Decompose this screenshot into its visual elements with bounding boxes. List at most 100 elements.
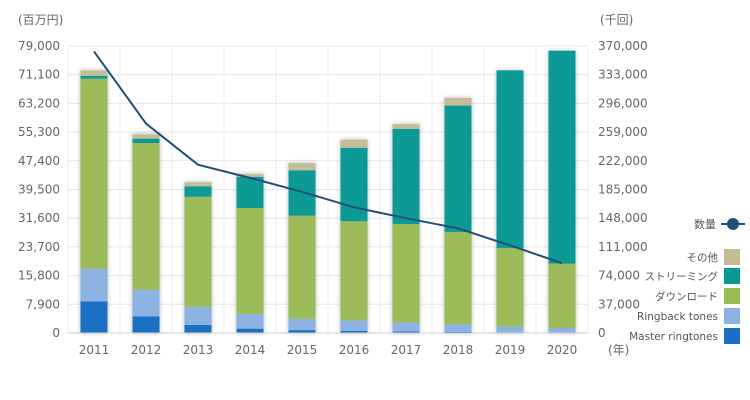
legend-swatch bbox=[724, 308, 740, 324]
right-tick-label: 0 bbox=[598, 326, 606, 340]
left-tick-label: 55,300 bbox=[18, 125, 60, 139]
left-tick-label: 39,500 bbox=[18, 183, 60, 197]
left-tick-label: 79,000 bbox=[18, 39, 60, 53]
bar-segment bbox=[288, 318, 316, 331]
x-tick-label: 2013 bbox=[183, 343, 214, 357]
bar-segment bbox=[80, 301, 108, 333]
bar-segment bbox=[392, 124, 420, 129]
legend-swatch bbox=[724, 288, 740, 304]
right-axis-unit: (千回) bbox=[600, 13, 633, 27]
bar-segment bbox=[392, 331, 420, 333]
bar-segment bbox=[288, 215, 316, 319]
left-tick-label: 23,700 bbox=[18, 240, 60, 254]
legend-item[interactable]: ダウンロード bbox=[655, 288, 740, 304]
x-tick-label: 2014 bbox=[235, 343, 266, 357]
legend-label: ストリーミング bbox=[645, 270, 719, 283]
legend-swatch bbox=[724, 328, 740, 344]
bar-segment bbox=[288, 162, 316, 171]
bar-stack bbox=[132, 134, 160, 333]
bar-segment bbox=[184, 196, 212, 307]
bar-segment bbox=[548, 263, 576, 328]
bar-segment bbox=[444, 324, 472, 332]
bar-segment bbox=[496, 70, 524, 248]
left-tick-label: 15,800 bbox=[18, 269, 60, 283]
bar-segment bbox=[444, 97, 472, 106]
bar-segment bbox=[444, 232, 472, 325]
left-tick-label: 71,100 bbox=[18, 68, 60, 82]
bar-segment bbox=[184, 182, 212, 187]
legend-item-quantity[interactable]: 数量 bbox=[694, 218, 745, 231]
bar-segment bbox=[288, 330, 316, 333]
bar-stack bbox=[80, 70, 108, 333]
legend-swatch bbox=[724, 249, 740, 265]
bar-segment bbox=[288, 170, 316, 216]
right-tick-label: 259,000 bbox=[598, 125, 648, 139]
right-tick-label: 222,000 bbox=[598, 154, 648, 168]
right-tick-label: 111,000 bbox=[598, 240, 648, 254]
bar-segment bbox=[184, 325, 212, 333]
bar-segment bbox=[132, 138, 160, 143]
legend-label: ダウンロード bbox=[655, 290, 718, 303]
bar-stack bbox=[496, 70, 524, 333]
bars bbox=[80, 50, 576, 333]
bar-segment bbox=[340, 139, 368, 148]
bar-segment bbox=[496, 247, 524, 327]
right-tick-label: 148,000 bbox=[598, 211, 648, 225]
legend-label: Master ringtones bbox=[629, 331, 718, 343]
bar-segment bbox=[548, 50, 576, 264]
right-tick-label: 74,000 bbox=[598, 269, 640, 283]
bar-segment bbox=[444, 105, 472, 233]
bar-segment bbox=[132, 134, 160, 139]
x-tick-label: 2017 bbox=[391, 343, 422, 357]
x-tick-label: 2012 bbox=[131, 343, 162, 357]
bar-segment bbox=[80, 268, 108, 302]
x-tick-label: 2018 bbox=[443, 343, 474, 357]
bar-segment bbox=[548, 327, 576, 333]
bar-segment bbox=[340, 221, 368, 321]
x-tick-label: 2016 bbox=[339, 343, 370, 357]
bar-segment bbox=[340, 330, 368, 333]
bar-segment bbox=[132, 142, 160, 290]
bar-segment bbox=[80, 70, 108, 76]
right-tick-label: 370,000 bbox=[598, 39, 648, 53]
bar-segment bbox=[132, 289, 160, 317]
legend-label: 数量 bbox=[694, 218, 716, 231]
bar-segment bbox=[236, 314, 264, 329]
legend-item[interactable]: その他 bbox=[687, 249, 741, 265]
bar-segment bbox=[80, 78, 108, 269]
bar-stack bbox=[184, 182, 212, 333]
bar-segment bbox=[132, 316, 160, 333]
bar-stack bbox=[236, 173, 264, 333]
legend-item[interactable]: ストリーミング bbox=[645, 268, 741, 284]
legend-item[interactable]: Master ringtones bbox=[629, 328, 740, 344]
left-tick-label: 63,200 bbox=[18, 96, 60, 110]
legend-swatch bbox=[724, 268, 740, 284]
left-axis-unit: (百万円) bbox=[18, 13, 63, 27]
legend-label: Ringback tones bbox=[637, 311, 718, 323]
bar-segment bbox=[80, 75, 108, 79]
bar-segment bbox=[392, 224, 420, 323]
quantity-line bbox=[93, 50, 563, 265]
bar-stack bbox=[444, 97, 472, 333]
x-axis-unit: (年) bbox=[608, 343, 629, 357]
legend-marker-swatch bbox=[727, 218, 739, 230]
bar-segment bbox=[340, 320, 368, 331]
bar-segment bbox=[392, 322, 420, 332]
x-tick-label: 2015 bbox=[287, 343, 318, 357]
legend-item[interactable]: Ringback tones bbox=[637, 308, 740, 324]
x-tick-label: 2019 bbox=[495, 343, 526, 357]
left-tick-label: 0 bbox=[52, 326, 60, 340]
left-tick-label: 31,600 bbox=[18, 211, 60, 225]
bar-segment bbox=[184, 306, 212, 326]
legend-label: その他 bbox=[687, 251, 719, 264]
x-tick-label: 2011 bbox=[79, 343, 110, 357]
bar-stack bbox=[340, 139, 368, 333]
axes: 0 0 7,900 37,000 15,800 74,000 23,700 111,000 31… bbox=[18, 39, 648, 357]
right-tick-label: 37,000 bbox=[598, 297, 640, 311]
bar-segment bbox=[236, 328, 264, 333]
bar-segment bbox=[236, 173, 264, 177]
bar-segment bbox=[392, 128, 420, 225]
